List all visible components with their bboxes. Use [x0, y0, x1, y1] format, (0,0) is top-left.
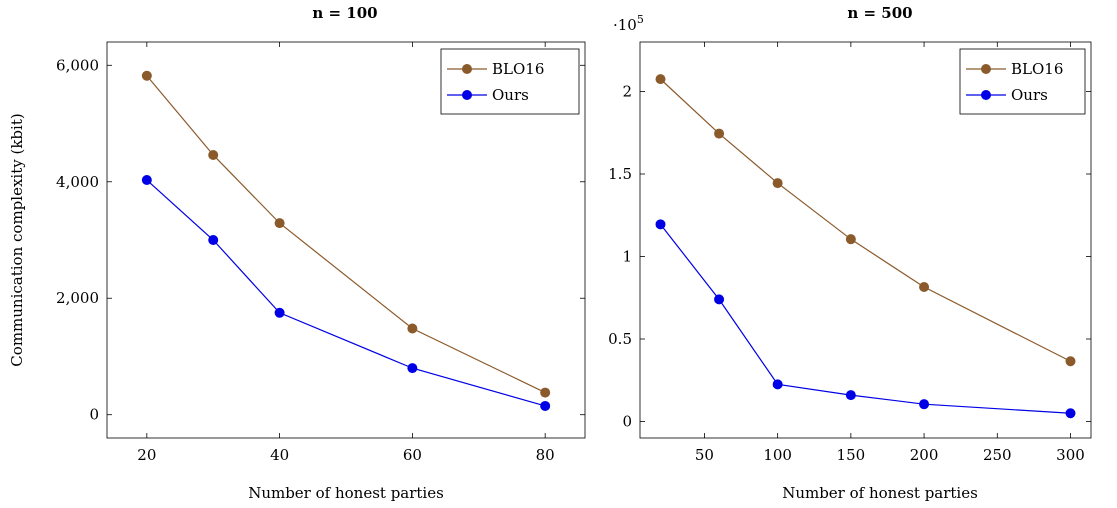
- x-axis-label: Number of honest parties: [782, 484, 978, 502]
- plot-frame: [106, 41, 586, 439]
- chart-n100: n = 100 20 40 60 80 0 2,000 4,000 6,000 Number…: [8, 4, 586, 502]
- x-tick-label: 200: [910, 446, 939, 464]
- x-tick-label: 80: [536, 446, 555, 464]
- legend-label-ours: Ours: [492, 86, 529, 104]
- data-point-ours: [919, 399, 930, 410]
- legend-box: [440, 48, 580, 115]
- chart-title: n = 100: [312, 4, 377, 22]
- x-tick-label: 20: [137, 446, 156, 464]
- legend-label-blo16: BLO16: [492, 60, 544, 78]
- y-tick-label: 0.5: [608, 330, 632, 348]
- legend-label-ours: Ours: [1011, 86, 1048, 104]
- data-point-blo16: [845, 234, 856, 245]
- x-tick-label: 50: [695, 446, 714, 464]
- data-point-blo16: [274, 218, 285, 229]
- y-tick-label: 1: [622, 248, 632, 266]
- y-tick-label: 1.5: [608, 165, 632, 183]
- data-point-blo16: [407, 323, 418, 334]
- legend: BLO16 Ours: [959, 48, 1086, 115]
- data-point-ours: [540, 400, 551, 411]
- legend-marker-ours: [981, 90, 991, 100]
- data-point-ours: [845, 390, 856, 401]
- legend-label-blo16: BLO16: [1011, 60, 1063, 78]
- chart-n500: n = 500 ·105 50 100 150 200 250 300 0 0.5 1 1.5 2…: [608, 4, 1092, 502]
- legend-marker-ours: [462, 90, 472, 100]
- y-tick-label: 0: [622, 413, 632, 431]
- data-point-ours: [655, 219, 666, 230]
- x-tick-label: 40: [270, 446, 289, 464]
- data-point-ours: [1065, 408, 1076, 419]
- legend-box: [959, 48, 1086, 115]
- x-tick-label: 60: [403, 446, 422, 464]
- x-tick-label: 250: [983, 446, 1012, 464]
- plot-frame: [639, 41, 1092, 439]
- data-point-ours: [407, 363, 418, 374]
- y-tick-label: 4,000: [56, 173, 99, 191]
- series-line-ours: [146, 179, 546, 407]
- data-point-blo16: [540, 387, 551, 398]
- data-point-ours: [141, 175, 152, 186]
- y-tick-label: 2: [622, 83, 632, 101]
- y-axis-label: Communication complexity (kbit): [8, 113, 26, 366]
- y-tick-label: 0: [89, 406, 99, 424]
- data-point-blo16: [1065, 356, 1076, 367]
- x-axis-label: Number of honest parties: [248, 484, 444, 502]
- data-point-blo16: [208, 149, 219, 160]
- y-tick-label: 2,000: [56, 289, 99, 307]
- data-point-blo16: [919, 282, 930, 293]
- data-point-blo16: [772, 178, 783, 189]
- y-tick-label: 6,000: [56, 56, 99, 74]
- data-point-blo16: [655, 74, 666, 85]
- series-line-ours: [660, 223, 1071, 414]
- y-multiplier-exponent: 5: [637, 13, 644, 26]
- data-point-blo16: [141, 70, 152, 81]
- series-line-blo16: [660, 78, 1071, 362]
- x-tick-label: 150: [837, 446, 866, 464]
- data-point-ours: [714, 294, 725, 305]
- data-point-ours: [274, 307, 285, 318]
- data-point-ours: [772, 379, 783, 390]
- x-tick-label: 100: [763, 446, 792, 464]
- y-multiplier: ·105: [613, 13, 644, 34]
- x-tick-label: 300: [1056, 446, 1085, 464]
- legend-marker-blo16: [981, 64, 991, 74]
- data-point-ours: [208, 235, 219, 245]
- legend-marker-blo16: [462, 64, 472, 74]
- chart-title: n = 500: [847, 4, 912, 22]
- legend: BLO16 Ours: [440, 48, 580, 115]
- data-point-blo16: [714, 128, 725, 139]
